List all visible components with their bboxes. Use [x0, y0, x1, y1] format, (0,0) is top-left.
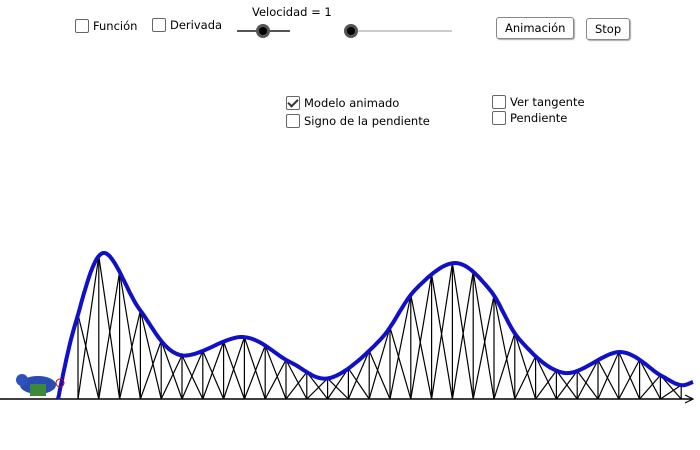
checkbox-label: Signo de la pendiente	[304, 114, 430, 128]
truss-beam	[472, 271, 495, 400]
cart	[16, 374, 65, 396]
truss-beam	[535, 370, 557, 400]
coaster-track	[56, 251, 694, 400]
checkbox[interactable]: Derivada	[152, 18, 222, 32]
truss-beam	[77, 314, 100, 400]
truss-beam	[493, 295, 516, 400]
truss	[77, 256, 682, 400]
axis-arrow	[684, 394, 695, 404]
truss-beam	[160, 355, 183, 400]
checkbox[interactable]: Ver tangente	[492, 95, 585, 109]
truss-beam	[368, 350, 391, 400]
truss-beam	[639, 359, 661, 400]
truss-beam	[98, 271, 121, 400]
truss-beam	[223, 341, 245, 400]
checkbox-box[interactable]	[492, 111, 506, 125]
checkbox[interactable]: Pendiente	[492, 111, 567, 125]
truss-beam	[576, 370, 599, 400]
truss-beam	[618, 351, 641, 400]
truss-beam	[639, 374, 661, 400]
checkbox[interactable]: Signo de la pendiente	[286, 114, 430, 128]
slider-knob[interactable]	[344, 24, 358, 38]
truss-beam	[139, 310, 162, 400]
truss-beam	[493, 333, 516, 400]
slider-knob-center	[259, 27, 267, 35]
truss-beam	[431, 274, 453, 400]
checkbox-label: Pendiente	[510, 111, 568, 125]
truss-beam	[285, 359, 308, 400]
button[interactable]: Animación	[496, 17, 575, 39]
truss-beam	[597, 351, 620, 400]
truss-beam	[181, 350, 204, 400]
checkbox[interactable]: Función	[75, 19, 137, 33]
checkbox-label: Derivada	[170, 18, 223, 32]
checkbox-box[interactable]	[286, 96, 300, 110]
truss-beam	[306, 378, 329, 400]
truss-beam	[660, 384, 682, 400]
truss-beam	[243, 345, 266, 400]
truss-beam	[368, 327, 391, 400]
truss-beam	[451, 263, 474, 400]
truss-beam	[77, 256, 100, 400]
truss-beam	[347, 368, 370, 400]
truss-beam	[555, 370, 578, 400]
slider-label: Velocidad = 1	[252, 5, 332, 19]
truss-beam	[451, 271, 474, 400]
checkbox-box[interactable]	[75, 19, 89, 33]
truss-beam	[472, 295, 495, 400]
truss-beam	[243, 336, 266, 400]
button[interactable]: Stop	[586, 18, 631, 40]
truss-beam	[202, 350, 225, 400]
truss-beam	[555, 370, 578, 400]
truss-beam	[327, 368, 349, 400]
truss-beam	[264, 345, 287, 400]
checkbox-box[interactable]	[286, 114, 300, 128]
truss-beam	[264, 359, 287, 400]
truss-beam	[618, 359, 641, 400]
truss-beam	[139, 340, 162, 400]
checkbox[interactable]: Modelo animado	[286, 96, 399, 110]
truss-beam	[410, 294, 433, 400]
truss-beam	[431, 263, 453, 400]
truss-beam	[576, 359, 599, 400]
checkbox-label: Función	[93, 19, 138, 33]
truss-beam	[119, 271, 141, 400]
checkbox-label: Ver tangente	[510, 95, 585, 109]
truss-beam	[202, 341, 225, 400]
truss-beam	[119, 310, 141, 400]
truss-beam	[98, 256, 121, 400]
truss-beam	[514, 355, 537, 400]
truss-beam	[410, 274, 433, 400]
truss-beam	[659, 374, 682, 400]
checkbox-box[interactable]	[492, 95, 506, 109]
truss-beam	[514, 333, 537, 400]
truss-beam	[160, 340, 183, 400]
checkbox-box[interactable]	[152, 18, 166, 32]
slider-knob[interactable]	[256, 24, 270, 38]
truss-beam	[285, 371, 308, 400]
truss-beam	[597, 359, 620, 400]
truss-beam	[223, 336, 245, 400]
checkbox-label: Modelo animado	[304, 96, 400, 110]
truss-beam	[327, 378, 349, 400]
truss-beam	[181, 355, 204, 400]
slider-knob-center	[347, 27, 355, 35]
truss-beam	[389, 327, 412, 400]
truss-beam	[535, 355, 557, 400]
truss-beam	[306, 371, 329, 400]
truss-beam	[389, 294, 412, 400]
truss-beam	[347, 350, 370, 400]
